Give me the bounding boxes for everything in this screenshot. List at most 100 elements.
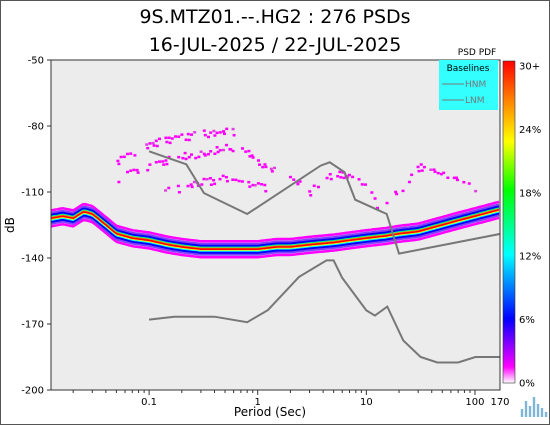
pdf-outlier-cell	[234, 178, 238, 182]
pdf-outlier-cell	[224, 175, 228, 179]
pdf-outlier-cell	[231, 178, 235, 181]
pdf-outlier-cell	[173, 135, 177, 138]
pdf-outlier-cell	[162, 163, 166, 166]
pdf-outlier-cell	[206, 135, 210, 139]
pdf-outlier-cell	[420, 169, 424, 172]
pdf-outlier-cell	[244, 150, 248, 153]
pdf-outlier-cell	[338, 170, 342, 174]
pdf-outlier-cell	[199, 150, 203, 153]
pdf-outlier-cell	[296, 182, 300, 186]
pdf-outlier-cell	[442, 171, 446, 175]
pdf-outlier-cell	[289, 175, 293, 179]
pdf-outlier-cell	[370, 191, 374, 194]
pdf-outlier-cell	[164, 189, 168, 192]
pdf-outlier-cell	[218, 177, 222, 181]
pdf-density-band	[51, 211, 500, 254]
pdf-outlier-cell	[231, 149, 235, 153]
seismic-waveform-logo-icon	[520, 397, 548, 417]
x-tick-label: 170	[490, 397, 509, 408]
colorbar-title: PSD PDF	[458, 48, 496, 58]
pdf-outlier-cell	[316, 185, 320, 189]
pdf-outlier-cell	[184, 138, 188, 142]
pdf-outlier-cell	[209, 183, 213, 186]
pdf-outlier-cell	[218, 131, 222, 134]
pdf-outlier-cell	[308, 190, 312, 193]
pdf-outlier-cell	[264, 189, 268, 193]
pdf-outlier-cell	[202, 152, 206, 156]
pdf-outlier-cell	[221, 148, 225, 152]
pdf-outlier-cell	[215, 146, 219, 149]
pdf-outlier-cell	[312, 184, 316, 188]
pdf-outlier-cell	[209, 150, 213, 153]
pdf-outlier-cell	[208, 177, 212, 180]
pdf-outlier-cell	[336, 175, 340, 178]
pdf-outlier-cell	[407, 180, 411, 184]
y-tick-label: -140	[21, 254, 44, 265]
pdf-outlier-cell	[251, 156, 255, 159]
pdf-outlier-cell	[164, 136, 168, 140]
pdf-outlier-cell	[218, 148, 222, 152]
y-tick-label: -170	[21, 320, 44, 331]
pdf-outlier-cell	[213, 152, 217, 156]
y-tick-label: -110	[21, 188, 44, 199]
pdf-outlier-cell	[186, 132, 190, 136]
pdf-outlier-cell	[401, 189, 405, 193]
colorbar-tick-label: 0%	[519, 379, 535, 390]
pdf-outlier-cell	[148, 142, 152, 145]
chart-subtitle: 16-JUL-2025 / 22-JUL-2025	[148, 34, 402, 56]
colorbar-tick-label: 30+	[519, 62, 540, 73]
pdf-outlier-cell	[132, 168, 136, 172]
pdf-outlier-cell	[385, 201, 389, 205]
pdf-outlier-cell	[154, 139, 158, 143]
legend-lnm-label: LNM	[465, 96, 485, 106]
pdf-outlier-cell	[189, 183, 193, 186]
pdf-outlier-cell	[247, 149, 251, 153]
pdf-outlier-cell	[250, 154, 254, 157]
pdf-outlier-cell	[157, 160, 161, 163]
pdf-outlier-cell	[429, 168, 433, 172]
pdf-outlier-cell	[181, 156, 185, 160]
pdf-outlier-cell	[203, 154, 207, 157]
pdf-outlier-cell	[129, 169, 133, 172]
pdf-outlier-cell	[454, 176, 458, 180]
pdf-density-band	[51, 203, 500, 246]
pdf-outlier-cell	[395, 192, 399, 196]
pdf-outlier-cell	[189, 133, 193, 136]
baselines-legend: Baselines HNM LNM	[439, 60, 498, 110]
pdf-outlier-cell	[202, 129, 206, 132]
pdf-outlier-cell	[186, 184, 190, 188]
lnm-baseline-line	[148, 259, 500, 364]
pdf-outlier-cell	[247, 180, 251, 184]
pdf-outlier-cell	[192, 180, 196, 184]
pdf-outlier-cell	[357, 178, 361, 181]
x-axis-label: Period (Sec)	[234, 405, 306, 419]
pdf-outlier-cell	[152, 144, 156, 147]
colorbar-tick-label: 12%	[519, 252, 541, 263]
pdf-outlier-cell	[309, 194, 313, 197]
pdf-outlier-cell	[177, 135, 181, 138]
pdf-outlier-cell	[180, 133, 184, 136]
hnm-baseline-line	[148, 150, 500, 255]
pdf-outlier-cell	[251, 183, 255, 187]
pdf-outlier-cell	[168, 141, 172, 145]
pdf-outlier-cell	[264, 165, 268, 169]
colorbar	[502, 60, 516, 384]
legend-box	[439, 60, 498, 110]
pdf-outlier-cell	[213, 182, 217, 186]
pdf-outlier-cell	[328, 172, 332, 176]
pdf-outlier-cell	[187, 138, 191, 142]
pdf-outlier-cell	[222, 132, 226, 136]
colorbar-tick-label: 24%	[519, 125, 541, 136]
pdf-outlier-cell	[165, 140, 169, 144]
pdf-outlier-cell	[410, 173, 414, 177]
pdf-outlier-cell	[474, 189, 478, 193]
pdf-outlier-cell	[213, 134, 217, 137]
pdf-density-band	[51, 213, 500, 256]
pdf-outlier-cell	[394, 190, 398, 194]
pdf-outlier-cell	[122, 155, 126, 159]
pdf-outlier-cell	[184, 157, 188, 161]
pdf-outlier-cell	[216, 150, 220, 154]
pdf-outlier-cell	[183, 151, 187, 155]
x-tick-label: 0.1	[141, 397, 157, 408]
pdf-outlier-cell	[117, 162, 121, 166]
